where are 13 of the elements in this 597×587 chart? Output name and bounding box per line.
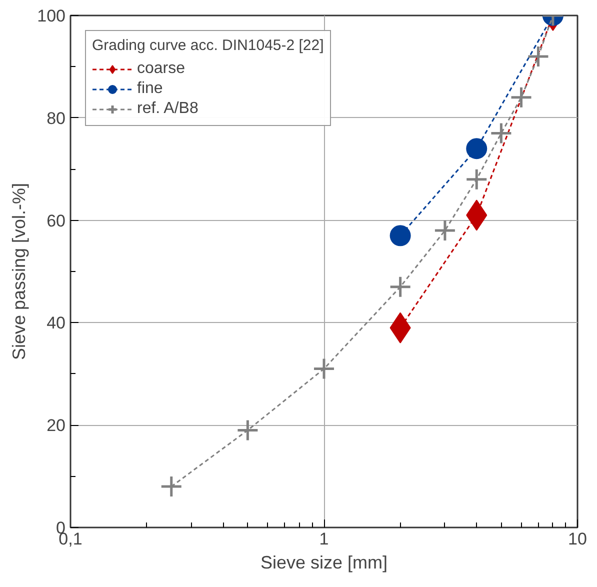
x-axis-title: Sieve size [mm] — [260, 552, 388, 572]
legend-title: Grading curve acc. DIN1045-2 [22] — [92, 37, 324, 54]
y-axis-title: Sieve passing [vol.-%] — [9, 182, 30, 360]
y-tick-label: 60 — [46, 211, 66, 230]
y-tick-label: 20 — [46, 416, 66, 436]
y-tick-label: 40 — [46, 314, 66, 333]
legend-label: fine — [137, 79, 163, 99]
legend-label: coarse — [137, 59, 186, 79]
x-tick-label: 10 — [568, 530, 587, 548]
y-tick-label: 80 — [46, 108, 66, 128]
x-tick-label: 1 — [319, 530, 329, 548]
y-tick-label: 100 — [37, 6, 66, 26]
legend-label: ref. A/B8 — [137, 99, 198, 119]
